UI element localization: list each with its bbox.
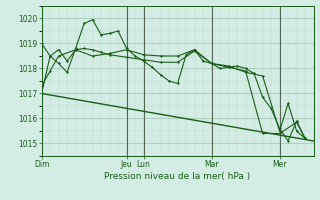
X-axis label: Pression niveau de la mer( hPa ): Pression niveau de la mer( hPa ) bbox=[104, 172, 251, 181]
